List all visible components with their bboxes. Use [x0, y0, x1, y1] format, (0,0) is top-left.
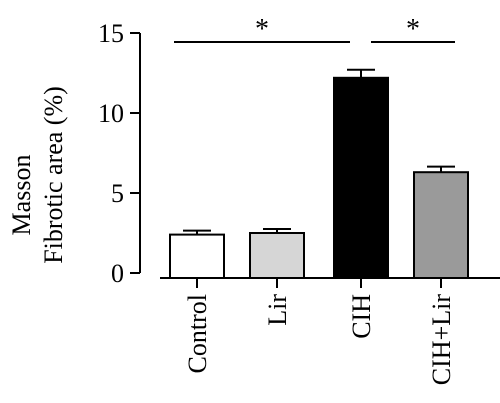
- bar-cih: [333, 76, 389, 279]
- x-tick-label-lir: Lir: [263, 294, 292, 326]
- x-tick-label-cih: CIH: [347, 294, 376, 339]
- significance-label-2: *: [406, 14, 420, 45]
- bar-lir: [249, 232, 305, 279]
- y-tick-label-0: 0: [111, 259, 124, 288]
- plot-area: 0 5 10 15 Control Lir CIH CIH+Lir * *: [98, 14, 500, 385]
- y-axis-label-line-1: Masson: [7, 155, 36, 236]
- y-axis-label: Masson Fibrotic area (%): [7, 86, 68, 264]
- y-tick-label-15: 15: [98, 19, 124, 48]
- y-axis-label-line-2: Fibrotic area (%): [39, 86, 68, 264]
- bar-cih-lir: [413, 171, 469, 279]
- significance-label-1: *: [255, 14, 269, 45]
- x-tick-label-control: Control: [183, 294, 212, 373]
- bar-control: [169, 233, 225, 280]
- y-tick-label-5: 5: [111, 179, 124, 208]
- x-tick-label-cih-lir: CIH+Lir: [427, 294, 456, 386]
- y-tick-label-10: 10: [98, 99, 124, 128]
